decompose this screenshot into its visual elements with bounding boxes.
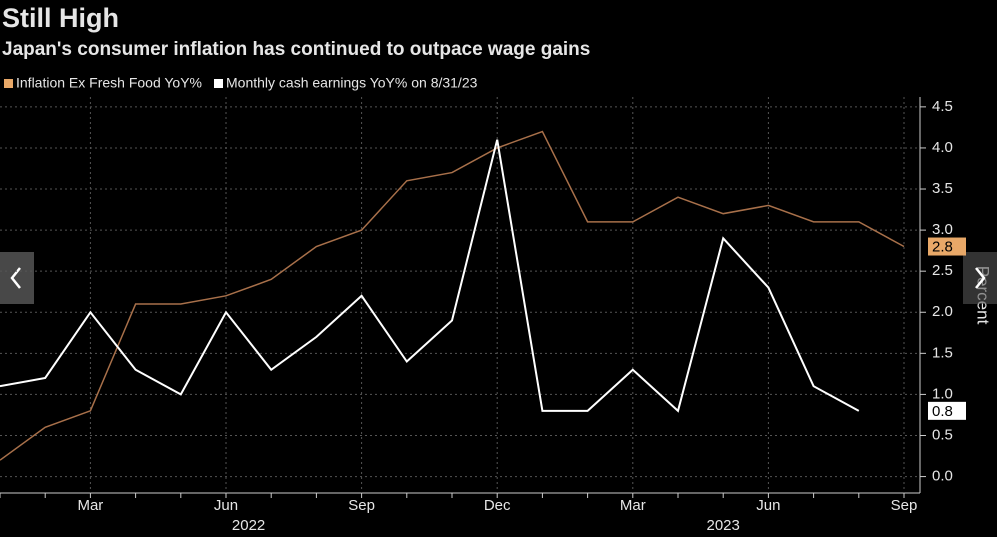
- series-line: [0, 139, 860, 413]
- x-tick-label: Dec: [484, 497, 511, 514]
- chart-title: Still High: [2, 3, 119, 33]
- x-tick-label: Jun: [214, 497, 238, 514]
- last-value-box: [928, 401, 966, 420]
- chart-subtitle: Japan's consumer inflation has continued…: [2, 39, 590, 60]
- nav-right[interactable]: [963, 252, 997, 304]
- y-tick-label: 0.0: [932, 468, 953, 485]
- year-label: 2022: [232, 517, 265, 534]
- x-tick-label: Sep: [348, 497, 375, 514]
- y-tick-label: 2.0: [932, 303, 953, 320]
- nav-left[interactable]: [0, 252, 34, 304]
- y-tick-label: 4.5: [932, 98, 953, 115]
- y-tick-label: 0.5: [932, 426, 953, 443]
- x-tick-label: Sep: [891, 497, 918, 514]
- last-value-label: 0.8: [932, 403, 953, 420]
- x-tick-label: Mar: [620, 497, 646, 514]
- year-label: 2023: [707, 517, 740, 534]
- y-tick-label: 3.0: [932, 221, 953, 238]
- x-tick-label: Mar: [77, 497, 103, 514]
- series-line: [0, 130, 905, 461]
- y-tick-label: 2.5: [932, 262, 953, 279]
- nav-right-icon[interactable]: [975, 267, 986, 289]
- y-tick-label: 1.0: [932, 385, 953, 402]
- legend-label: Monthly cash earnings YoY% on 8/31/23: [226, 75, 478, 91]
- legend-swatch: [214, 79, 223, 88]
- legend: Inflation Ex Fresh Food YoY% Monthly cash…: [4, 75, 478, 91]
- legend-swatch: [4, 79, 13, 88]
- last-value-box: [928, 237, 966, 256]
- legend-label: Inflation Ex Fresh Food YoY%: [16, 75, 202, 91]
- x-tick-label: Jun: [756, 497, 780, 514]
- y-tick-label: 3.5: [932, 180, 953, 197]
- y-tick-label: 1.5: [932, 344, 953, 361]
- y-tick-label: 4.0: [932, 139, 953, 156]
- last-value-label: 2.8: [932, 238, 953, 255]
- nav-left-icon[interactable]: [10, 267, 21, 289]
